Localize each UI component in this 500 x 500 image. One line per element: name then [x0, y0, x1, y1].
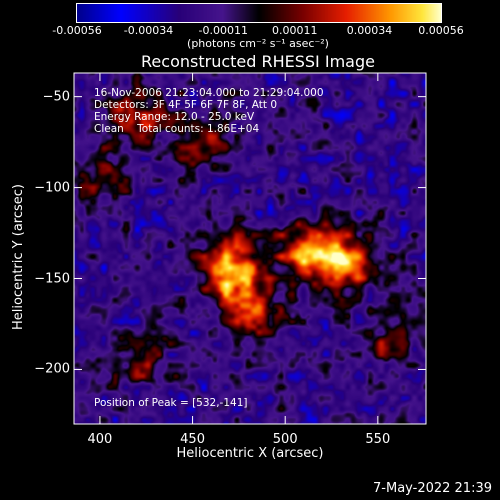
annotation-energy-range: Energy Range: 12.0 - 25.0 keV	[94, 111, 255, 123]
chart-title: Reconstructed RHESSI Image	[141, 52, 375, 71]
colorbar-unit-label: (photons cm⁻² s⁻¹ asec⁻²)	[187, 37, 329, 50]
colorbar-tick-label: 0.00056	[418, 24, 464, 37]
annotation-total-counts: Clean Total counts: 1.86E+04	[94, 123, 260, 135]
colorbar	[76, 3, 442, 23]
x-tick-label: 450	[180, 432, 205, 447]
timestamp: 7-May-2022 21:39	[373, 481, 492, 496]
colorbar-tick-label: -0.00056	[52, 24, 102, 37]
x-axis-label: Heliocentric X (arcsec)	[176, 446, 324, 461]
y-tick-label: −150	[34, 271, 70, 286]
y-tick-label: −100	[34, 180, 70, 196]
peak-position-label: Position of Peak = [532,-141]	[94, 397, 248, 409]
colorbar-tick-label: -0.00034	[123, 24, 174, 37]
y-tick-label: −200	[34, 361, 70, 377]
colorbar-tick-label: 0.00034	[346, 24, 393, 37]
colorbar-tick-label: 0.00011	[272, 24, 318, 37]
annotation-detectors: Detectors: 3F 4F 5F 6F 7F 8F, Att 0	[94, 99, 278, 111]
y-axis-label: Heliocentric Y (arcsec)	[11, 184, 26, 330]
annotation-time-range: 16-Nov-2006 21:23:04.000 to 21:29:04.000	[94, 87, 324, 99]
x-tick-label: 400	[87, 432, 113, 447]
y-tick-label: −50	[42, 89, 70, 105]
x-tick-label: 550	[365, 432, 391, 447]
colorbar-tick-label: -0.00011	[198, 24, 248, 37]
x-tick-label: 500	[272, 432, 298, 447]
